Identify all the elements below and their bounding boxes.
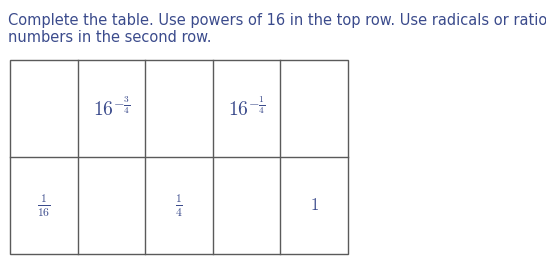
Text: $1$: $1$: [310, 197, 319, 214]
Text: $\frac{1}{4}$: $\frac{1}{4}$: [175, 192, 183, 219]
Bar: [10, 60, 348, 254]
Text: $16^{-\frac{1}{4}}$: $16^{-\frac{1}{4}}$: [228, 96, 265, 120]
Text: $\frac{1}{16}$: $\frac{1}{16}$: [37, 192, 51, 219]
Text: Complete the table. Use powers of 16 in the top row. Use radicals or rational: Complete the table. Use powers of 16 in …: [8, 13, 546, 28]
Text: $16^{-\frac{3}{4}}$: $16^{-\frac{3}{4}}$: [93, 96, 130, 120]
Text: numbers in the second row.: numbers in the second row.: [8, 30, 211, 45]
